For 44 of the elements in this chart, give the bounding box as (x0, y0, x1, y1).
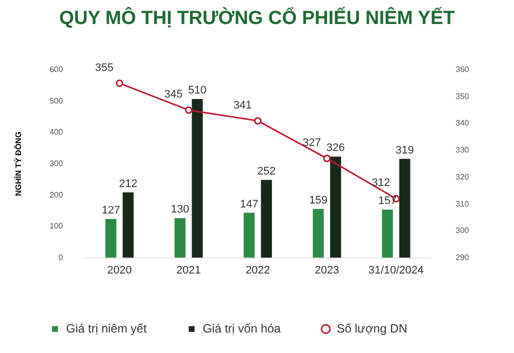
y2-tick-label: 290 (456, 253, 470, 262)
data-label: 341 (233, 99, 252, 112)
data-label: 327 (302, 136, 321, 149)
data-label: 159 (309, 194, 328, 207)
x-tick-label: 2021 (176, 264, 201, 276)
y-tick-label: 200 (50, 190, 64, 200)
y-tick-label: 0 (58, 253, 64, 262)
legend-label: Giá trị vốn hóa (202, 321, 282, 336)
legend-label: Giá trị niêm yết (66, 321, 148, 336)
data-label: 312 (372, 177, 390, 190)
x-tick-label: 2020 (107, 264, 132, 276)
chart-title: QUY MÔ THỊ TRƯỜNG CỔ PHIẾU NIÊM YẾT (58, 8, 456, 30)
data-label: 319 (396, 144, 414, 156)
y2-tick-label: 310 (456, 199, 470, 208)
y2-tick-label: 340 (456, 118, 470, 128)
point (323, 154, 331, 162)
y-tick-label: 600 (50, 65, 64, 74)
data-label: 510 (188, 84, 206, 97)
y2-tick-label: 320 (456, 172, 470, 182)
legend-label: Số lượng DN (336, 321, 408, 336)
data-label: 326 (326, 142, 345, 154)
data-label: 130 (170, 204, 190, 216)
y-tick-label: 300 (50, 159, 64, 168)
data-label: 355 (95, 62, 114, 74)
point (254, 117, 262, 125)
data-label: 147 (240, 198, 258, 210)
y2-tick-label: 350 (456, 92, 470, 101)
data-label: 127 (102, 204, 120, 217)
data-label: 252 (257, 165, 276, 178)
point (184, 106, 192, 114)
y2-tick-label: 330 (456, 146, 470, 155)
y2-tick-label: 300 (456, 226, 470, 236)
y-axis-title: NGHÌN TỶ ĐỒNG (13, 132, 24, 196)
data-label: 345 (164, 88, 183, 101)
x-tick-label: 2023 (314, 264, 340, 276)
point (116, 79, 124, 87)
data-label: 212 (118, 178, 138, 190)
y-tick-label: 500 (50, 96, 64, 106)
x-tick-label: 31/10/2024 (368, 264, 424, 276)
y2-tick-label: 360 (456, 65, 470, 74)
y-tick-label: 100 (50, 222, 64, 231)
y-tick-label: 400 (50, 128, 64, 137)
x-tick-label: 2022 (246, 264, 270, 276)
data-label: 157 (378, 195, 397, 208)
